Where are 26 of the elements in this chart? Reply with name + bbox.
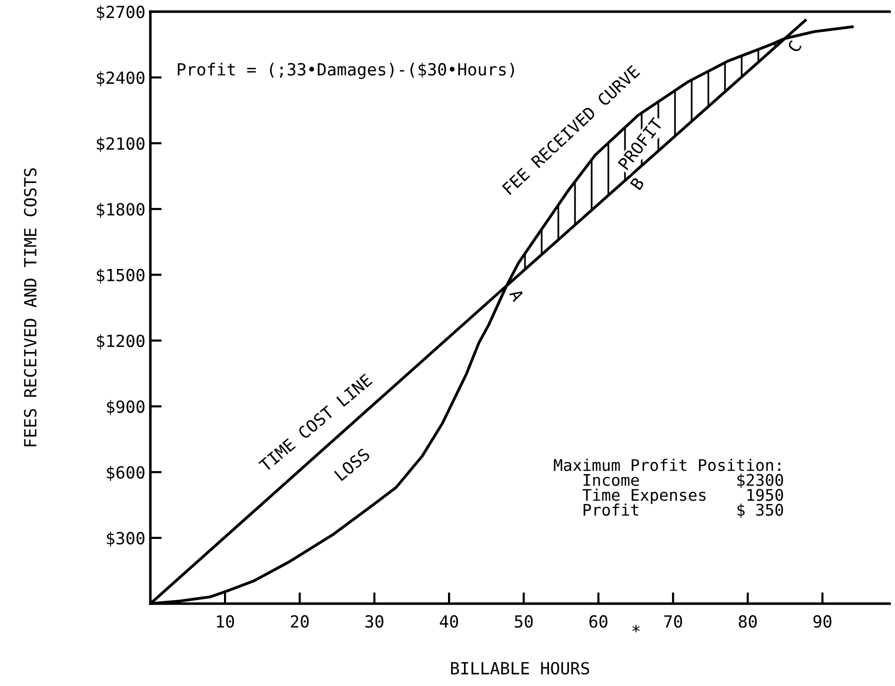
x-tick-label: 60 [589, 615, 608, 628]
y-tick-label: $2400 [96, 71, 144, 86]
y-tick-label: $1800 [96, 202, 144, 218]
y-tick-label: $600 [106, 466, 144, 481]
y-tick-label: $300 [106, 532, 144, 547]
annotation: C [787, 40, 802, 53]
x-tick-label: 10 [217, 615, 234, 628]
y-tick-label: $2700 [96, 5, 144, 20]
y-tick-label: $1200 [96, 334, 144, 350]
x-tick-label: 70 [664, 615, 682, 628]
x-axis-title: BILLABLE HOURS [451, 662, 590, 675]
x-tick-label: 90 [813, 615, 832, 628]
x-tick-label: 30 [365, 615, 384, 628]
annotation: A [509, 288, 524, 302]
text: * [632, 624, 640, 632]
y-tick-label: $1500 [96, 268, 144, 284]
x-tick-label: 50 [514, 615, 533, 628]
y-tick-label: $2100 [96, 136, 144, 152]
annotation: Profit = (;33•Damages)-($30•Hours) [178, 62, 514, 79]
y-axis-title: FEES RECEIVED AND TIME COSTS [24, 168, 37, 446]
annotation: Maximum Profit Position: Income $2300 Time Expenses 1950 Profit $ 350 [554, 458, 784, 518]
x-tick-label: 40 [440, 615, 458, 628]
x-tick-label: 80 [738, 615, 757, 628]
x-tick-label: 20 [290, 615, 309, 628]
y-tick-label: $900 [106, 400, 144, 416]
annotation: B [630, 176, 645, 190]
